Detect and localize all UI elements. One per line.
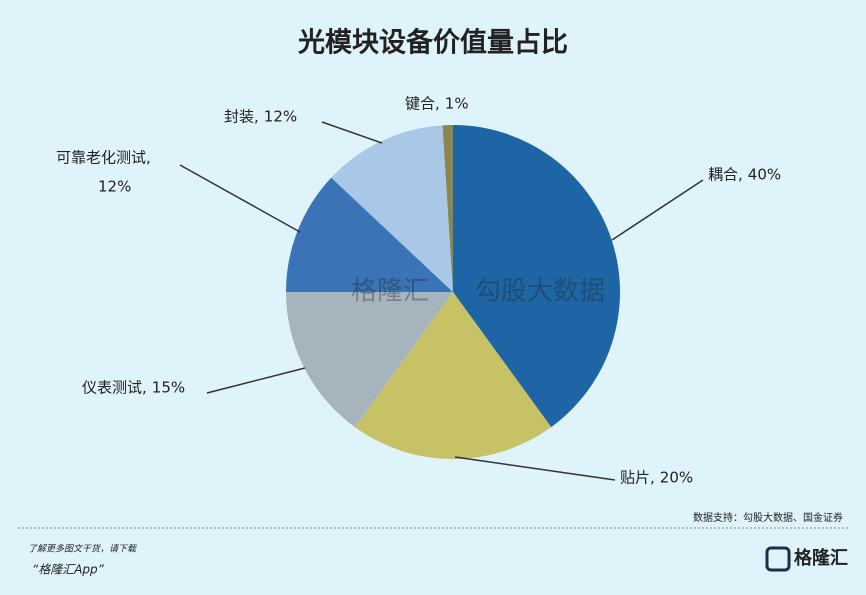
- slice-value-label: 1%: [445, 95, 469, 113]
- footer-text: 了解更多图文干货，请下载: [28, 544, 137, 555]
- slice-label: 键合,: [405, 95, 440, 113]
- slice-value-label: 20%: [660, 469, 693, 487]
- slice-label: 贴片,: [620, 469, 655, 487]
- leader-line: [611, 179, 704, 241]
- logo-text: 格隆汇: [794, 547, 848, 569]
- slice-value-label: 40%: [748, 166, 781, 184]
- leader-line: [179, 164, 301, 233]
- chart-title: 光模块设备价值量占比: [297, 28, 568, 59]
- source: 数据支持：勾股大数据、国金证券: [693, 511, 843, 524]
- slice-label: 仪表测试,: [82, 379, 147, 397]
- leader-line: [206, 367, 306, 394]
- pie-slice: [442, 125, 453, 292]
- watermark: 格隆汇: [351, 277, 429, 307]
- leader-line: [321, 121, 383, 144]
- slice-label: 可靠老化测试,: [56, 149, 151, 167]
- leader-line: [454, 456, 616, 481]
- watermark: 勾股大数据: [475, 277, 605, 307]
- pie-slice: [453, 125, 621, 428]
- slice-label: 耦合,: [708, 166, 743, 184]
- slice-value-label: 12%: [98, 178, 131, 196]
- logo-icon: [765, 546, 791, 572]
- slice-value-label: 12%: [264, 108, 297, 126]
- slice-value-label: 15%: [152, 379, 185, 397]
- pie-slice: [354, 292, 552, 459]
- pie: [286, 125, 621, 459]
- footer-text: “格隆汇App”: [32, 563, 105, 577]
- slice-label: 封装,: [224, 108, 259, 126]
- pie-slice: [331, 125, 453, 293]
- pie-slice: [286, 177, 453, 292]
- pie-slice: [286, 292, 453, 428]
